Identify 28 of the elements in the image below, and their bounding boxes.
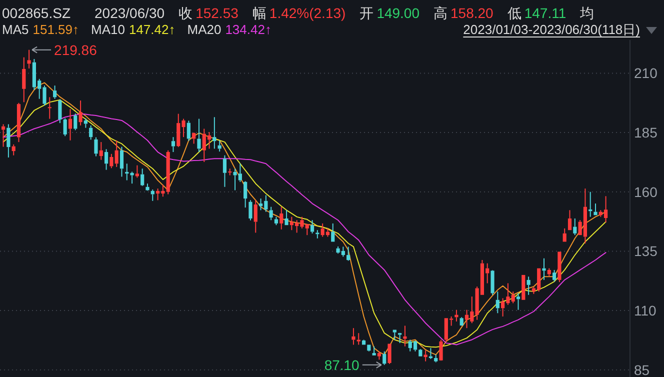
text: 开 <box>360 5 374 21</box>
y-tick-label: 110 <box>634 302 657 319</box>
annotation: 87.10 <box>324 356 360 373</box>
text: 147.11 <box>524 5 566 21</box>
text: 149.00 <box>376 5 420 21</box>
text: 158.20 <box>450 5 494 21</box>
y-tick-label: 185 <box>634 124 658 141</box>
text: 2023/06/30 <box>94 5 165 21</box>
chart-title: 002865.SZ <box>2 5 71 21</box>
text: 均 <box>579 5 594 21</box>
y-tick-label: 210 <box>634 65 658 82</box>
text: 1.42%(2.13) <box>269 5 346 21</box>
y-tick-label: 160 <box>634 184 658 200</box>
y-tick-label: 85 <box>634 362 650 377</box>
text: 收 <box>178 5 193 21</box>
text: 2023/01/03-2023/06/30(118日) <box>463 22 640 37</box>
text: 152.53 <box>196 5 239 21</box>
text: 134.42↑ <box>225 22 272 37</box>
text: MA5 <box>2 22 29 37</box>
text: MA10 <box>91 22 125 37</box>
text: 幅 <box>252 5 266 21</box>
text: 151.59↑ <box>32 22 79 37</box>
text: 高 <box>434 5 448 21</box>
annotation: 219.86 <box>54 42 98 58</box>
text: 147.42↑ <box>128 22 176 37</box>
y-tick-label: 135 <box>634 243 658 260</box>
text: 低 <box>507 5 522 21</box>
text: MA20 <box>187 22 222 37</box>
